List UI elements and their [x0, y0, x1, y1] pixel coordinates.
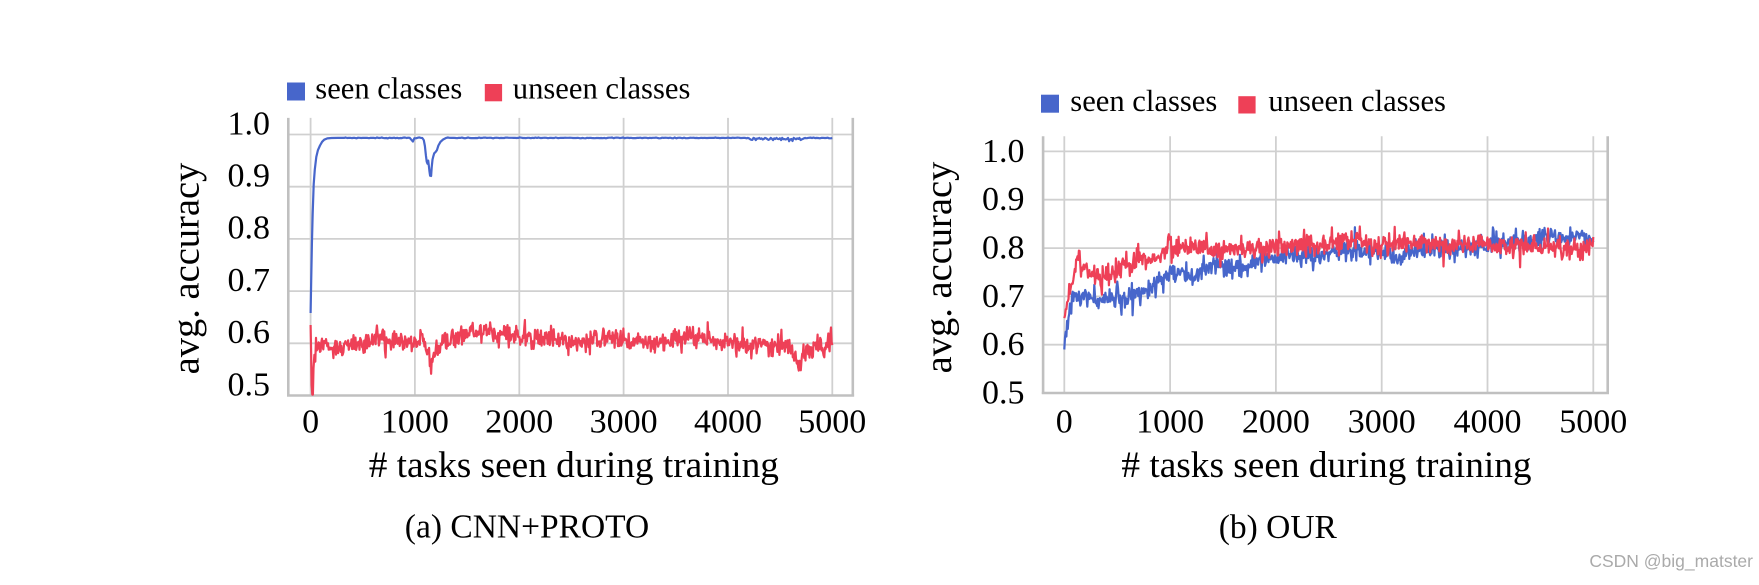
svg-text:# tasks seen during training: # tasks seen during training — [1121, 445, 1531, 486]
svg-text:0: 0 — [302, 403, 319, 440]
svg-text:4000: 4000 — [694, 403, 762, 440]
svg-text:0.5: 0.5 — [228, 366, 271, 403]
svg-text:0.8: 0.8 — [228, 210, 271, 247]
svg-text:0.6: 0.6 — [982, 326, 1025, 363]
svg-text:0.5: 0.5 — [982, 375, 1025, 412]
svg-text:0.9: 0.9 — [982, 181, 1025, 218]
svg-text:(a) CNN+PROTO: (a) CNN+PROTO — [405, 508, 649, 545]
svg-text:avg. accuracy: avg. accuracy — [918, 161, 960, 373]
svg-text:0: 0 — [1056, 403, 1073, 440]
svg-text:# tasks seen during training: # tasks seen during training — [369, 445, 779, 486]
svg-text:1.0: 1.0 — [982, 133, 1025, 170]
svg-text:0.9: 0.9 — [228, 158, 271, 195]
svg-text:2000: 2000 — [485, 403, 553, 440]
svg-text:unseen classes: unseen classes — [513, 72, 691, 106]
svg-text:0.7: 0.7 — [228, 262, 271, 299]
svg-text:1000: 1000 — [1136, 403, 1204, 440]
svg-text:0.7: 0.7 — [982, 278, 1025, 315]
svg-text:avg. accuracy: avg. accuracy — [166, 162, 208, 374]
svg-text:0.6: 0.6 — [228, 314, 271, 351]
svg-text:CSDN @big_matster: CSDN @big_matster — [1589, 551, 1753, 572]
svg-text:seen classes: seen classes — [1070, 84, 1217, 118]
svg-text:unseen classes: unseen classes — [1268, 84, 1446, 118]
svg-text:seen classes: seen classes — [315, 72, 462, 106]
svg-text:1000: 1000 — [381, 403, 449, 440]
svg-text:3000: 3000 — [590, 403, 658, 440]
svg-text:5000: 5000 — [1559, 403, 1627, 440]
svg-text:3000: 3000 — [1348, 403, 1416, 440]
svg-text:2000: 2000 — [1242, 403, 1310, 440]
svg-text:4000: 4000 — [1454, 403, 1522, 440]
svg-text:1.0: 1.0 — [228, 105, 271, 142]
svg-text:5000: 5000 — [798, 403, 866, 440]
svg-text:(b) OUR: (b) OUR — [1219, 509, 1338, 546]
svg-text:0.8: 0.8 — [982, 230, 1025, 267]
